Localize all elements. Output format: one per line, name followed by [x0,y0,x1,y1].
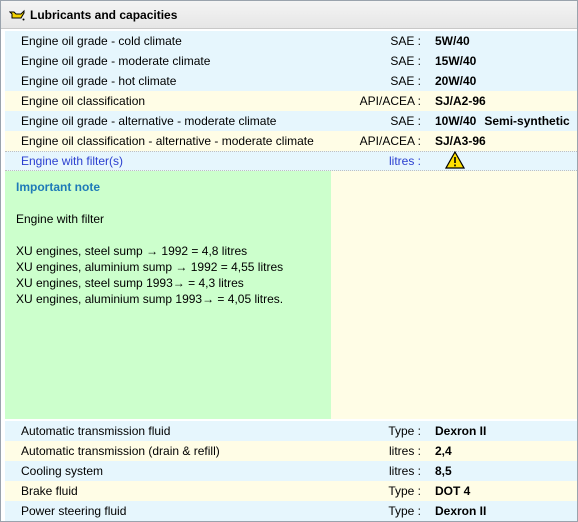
row-value: SJ/A3-96 [435,134,486,148]
note-line: XU engines, steel sump → 1992 = 4,8 litr… [16,244,248,258]
table-row: Engine oil grade - alternative - moderat… [5,111,577,131]
row-unit: SAE : [390,114,421,128]
row-value-extra: Semi-synthetic [484,114,570,128]
note-subtitle: Engine with filter [16,212,105,226]
table-row: Engine oil grade - cold climate SAE : 5W… [5,31,577,51]
row-unit: litres : [388,444,421,458]
row-value-main: 10W/40 [435,114,477,128]
panel-header: Lubricants and capacities [1,1,577,29]
note-title: Important note [16,180,100,194]
row-value: 10W/40 Semi-synthetic [435,114,570,128]
row-label: Engine oil grade - alternative - moderat… [21,114,277,128]
row-label: Engine oil grade - hot climate [21,74,177,88]
row-label: Engine oil grade - cold climate [21,34,182,48]
row-value: 5W/40 [435,34,470,48]
table-row: Automatic transmission (drain & refill) … [5,441,577,461]
row-label: Cooling system [21,464,104,478]
row-value: Dexron II [435,504,487,518]
row-unit: Type : [388,484,421,498]
engine-filter-row[interactable]: Engine with filter(s) litres : [5,150,577,172]
row-unit: SAE : [390,34,421,48]
table-row: Engine oil classification - alternative … [5,131,577,151]
row-value: DOT 4 [435,484,471,498]
engine-filter-link[interactable]: Engine with filter(s) [21,154,124,168]
row-value: 20W/40 [435,74,477,88]
row-label: Power steering fluid [21,504,127,518]
row-unit: litres : [388,154,421,168]
row-value: 2,4 [435,444,452,458]
row-label: Engine oil grade - moderate climate [21,54,211,68]
row-unit: SAE : [390,54,421,68]
table-row: Engine oil grade - moderate climate SAE … [5,51,577,71]
row-value: 8,5 [435,464,452,478]
row-unit: litres : [388,464,421,478]
row-unit: API/ACEA : [359,94,421,108]
row-value: Dexron II [435,424,487,438]
note-line: XU engines, aluminium sump → 1992 = 4,55… [16,260,284,274]
row-value: 15W/40 [435,54,477,68]
table-row: Brake fluid Type : DOT 4 [5,481,577,501]
row-unit: Type : [388,424,421,438]
table-row: Cooling system litres : 8,5 [5,461,577,481]
note-body: Engine with filter XU engines, steel sum… [16,211,283,307]
warning-icon[interactable] [445,150,465,172]
table-row: Engine oil classification API/ACEA : SJ/… [5,91,577,111]
note-spacer [16,227,283,243]
note-line: XU engines, aluminium sump 1993→ = 4,05 … [16,292,284,306]
table-row: Engine oil grade - hot climate SAE : 20W… [5,71,577,91]
row-unit: Type : [388,504,421,518]
table-row: Automatic transmission fluid Type : Dexr… [5,421,577,441]
row-unit: SAE : [390,74,421,88]
row-value: SJ/A2-96 [435,94,486,108]
row-label: Automatic transmission (drain & refill) [21,444,220,458]
table-row: Power steering fluid Type : Dexron II [5,501,577,521]
note-line: XU engines, steel sump 1993→ = 4,3 litre… [16,276,244,290]
row-label: Engine oil classification - alternative … [21,134,314,148]
panel-title: Lubricants and capacities [30,7,178,22]
row-unit: API/ACEA : [359,134,421,148]
row-label: Automatic transmission fluid [21,424,171,438]
important-note: Important note Engine with filter XU eng… [5,171,331,419]
row-label: Engine oil classification [21,94,146,108]
row-label: Brake fluid [21,484,78,498]
oil-can-icon [9,8,25,22]
